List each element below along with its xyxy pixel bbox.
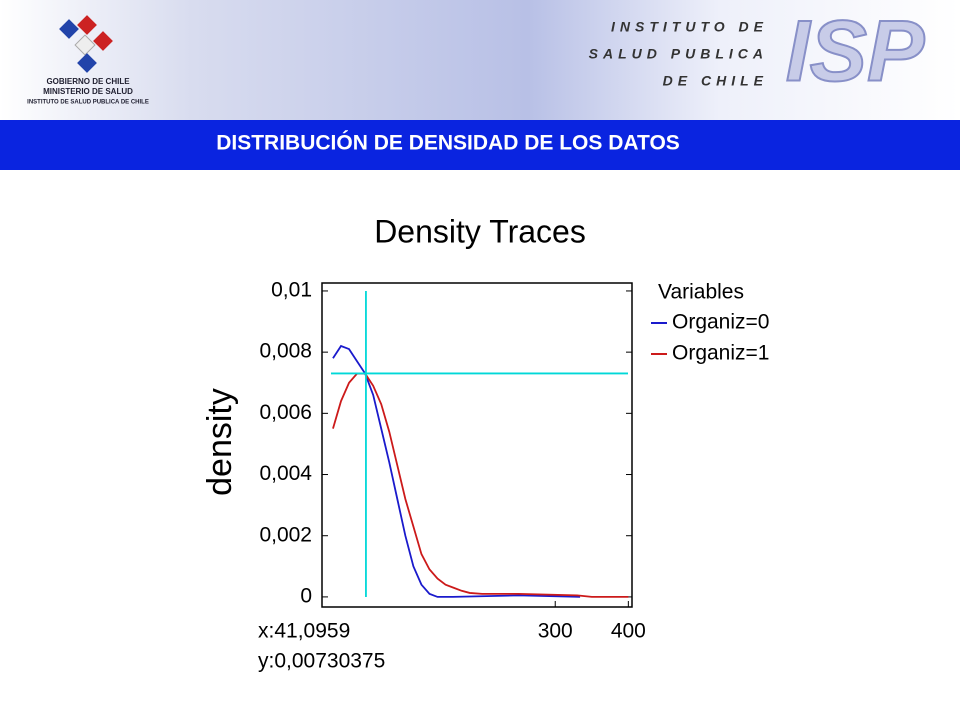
legend-title: Variables <box>658 281 744 304</box>
institute-line: SALUD PUBLICA <box>589 46 768 62</box>
legend-label: Organiz=1 <box>672 342 769 365</box>
plot-frame <box>321 282 633 608</box>
org-line: GOBIERNO DE CHILE <box>46 77 130 86</box>
org-line: MINISTERIO DE SALUD <box>43 87 133 96</box>
x-tick-label: 400 <box>611 620 646 643</box>
crosshair-y-readout: y:0,00730375 <box>258 650 385 673</box>
legend-label: Organiz=0 <box>672 311 769 334</box>
org-line: INSTITUTO DE SALUD PUBLICA DE CHILE <box>27 100 149 106</box>
series-line <box>332 344 581 598</box>
y-tick-label: 0,004 <box>259 462 312 485</box>
title-bar <box>0 120 960 170</box>
y-tick-label: 0 <box>300 584 312 607</box>
crosshair-x-readout: x:41,0959 <box>258 620 350 643</box>
y-tick-label: 0,006 <box>259 401 312 424</box>
y-axis-label: density <box>201 388 239 496</box>
x-tick-label: 300 <box>538 620 573 643</box>
institute-line: INSTITUTO DE <box>611 19 768 35</box>
y-tick-label: 0,002 <box>259 523 312 546</box>
institute-line: DE CHILE <box>663 73 768 89</box>
series-line <box>332 372 629 598</box>
y-tick-label: 0,01 <box>271 279 312 302</box>
y-tick-label: 0,008 <box>259 340 312 363</box>
slide-title: DISTRIBUCIÓN DE DENSIDAD DE LOS DATOS <box>216 131 680 155</box>
chile-logo <box>59 15 113 73</box>
chart-title: Density Traces <box>374 213 586 249</box>
isp-logo: ISP <box>786 4 925 100</box>
header-image <box>0 0 960 120</box>
